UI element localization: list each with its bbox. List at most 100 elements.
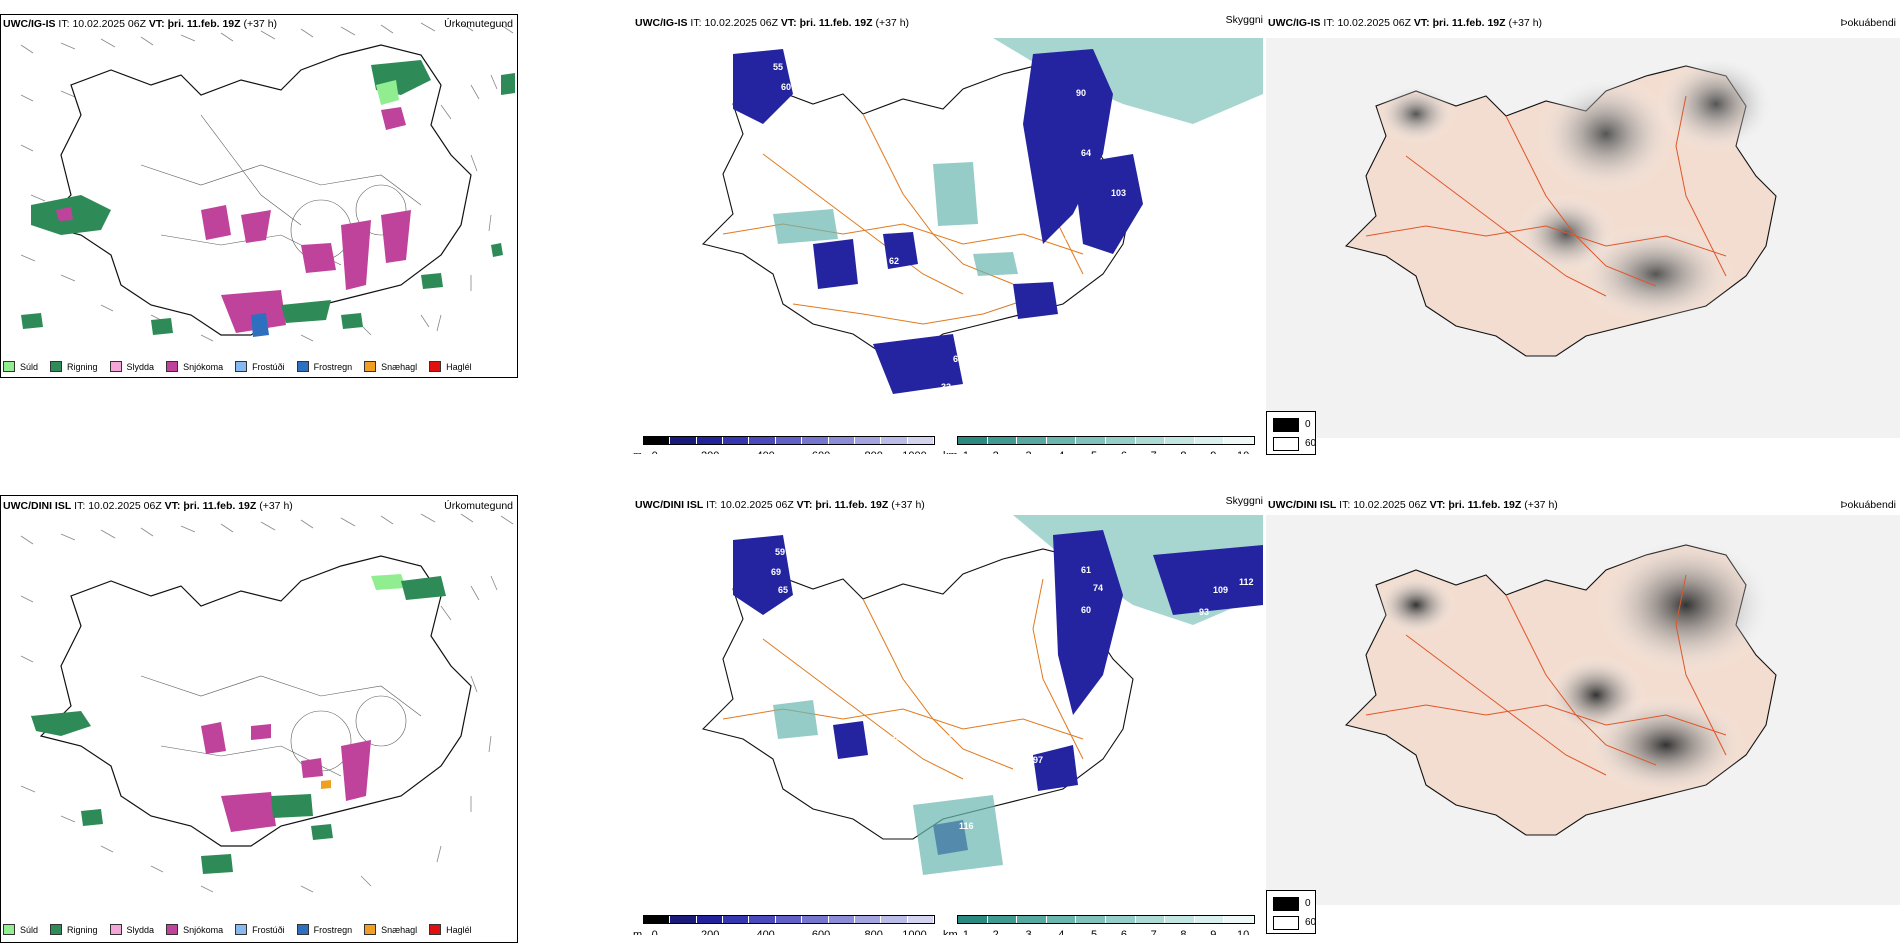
ceiling-value: 71 [918,250,929,260]
precip-panel-name-bottom: Úrkomutegund [444,500,513,512]
ceiling-colorbar-bottom: m 0 200 400 600 800 1000 [633,915,935,935]
ceiling-value: 69 [771,567,782,577]
ceiling-value: 93 [747,126,758,136]
ceiling-value: 57 [793,116,804,126]
ceiling-unit: m [633,929,643,935]
fog-panel-name-bottom: Þokuábendi [1840,499,1896,511]
legend-item-snjokoma: Snjókoma [166,361,223,372]
fog-title-top: UWC/IG-IS IT: 10.02.2025 06Z VT: þri. 11… [1268,17,1543,29]
ceiling-tick: 0 [652,450,658,454]
ceiling-tick: 200 [700,929,720,935]
ceiling-tick: 600 [811,929,831,935]
ceiling-value: 53 [893,733,904,743]
visibility-tick: 7 [1151,450,1157,454]
fog-key-top-label: 0 [1305,419,1311,430]
wind-barbs [20,22,514,342]
precip-map-top [20,22,515,342]
precip-legend-bottom: Súld Rigning Slydda Snjókoma Frostúði Fr… [3,924,484,935]
visibility-tick: 5 [1091,450,1097,454]
legend-item-slydda: Slydda [109,361,154,372]
legend-item-rigning: Rigning [50,361,98,372]
ceiling-value: 109 [1213,585,1229,595]
legend-item-haglel: Haglél [429,361,472,372]
precip-title-top: UWC/IG-IS IT: 10.02.2025 06Z VT: þri. 11… [3,18,278,30]
fog-panel-name-top: Þokuábendi [1840,17,1896,29]
fog-key-top: 0 60 [1266,411,1316,455]
ceiling-map-bottom [701,515,1263,875]
precip-panel-top: UWC/IG-IS IT: 10.02.2025 06Z VT: þri. 11… [0,14,518,378]
visibility-tick: 2 [992,929,999,935]
visibility-tick: 4 [1058,450,1064,454]
visibility-colorbar-bottom: km 1 2 3 4 5 6 7 8 9 10 [943,915,1255,935]
legend-item-slydda: Slydda [109,924,154,935]
ceiling-panel-bottom: UWC/DINI ISL IT: 10.02.2025 06Z VT: þri.… [633,495,1263,935]
legend-item-sudl: Súld [3,361,38,372]
visibility-colorbar-top: km 1 2 3 4 5 6 7 8 9 10 [943,436,1255,454]
ceiling-value: 63 [1065,306,1076,316]
ceiling-value: 103 [1111,188,1127,198]
precip-panel-bottom: UWC/DINI ISL IT: 10.02.2025 06Z VT: þri.… [0,495,518,943]
legend-item-snaehagl: Snæhagl [364,361,417,372]
legend-item-haglel: Haglél [429,924,472,935]
ceiling-tick: 0 [651,929,658,935]
fog-title-bottom: UWC/DINI ISL IT: 10.02.2025 06Z VT: þri.… [1268,499,1558,511]
ceiling-value: 97 [1033,755,1044,765]
ceiling-colorbar-top: m 0 200 400 600 800 1000 [633,436,935,454]
visibility-tick: 6 [1120,929,1127,935]
low-ceiling-areas [733,49,1143,394]
ceiling-value: 59 [775,547,786,557]
visibility-unit: km [943,929,958,935]
ceiling-value: 64 [1081,148,1092,158]
ceiling-tick: 1000 [902,450,926,454]
ceiling-value: 87 [949,729,960,739]
ceiling-value: 93 [1199,607,1210,617]
ceiling-tick: 800 [864,929,883,935]
legend-item-snaehagl: Snæhagl [364,924,417,935]
ceiling-tick: 600 [812,450,830,454]
visibility-tick: 9 [1210,450,1216,454]
precip-panel-name-top: Úrkomutegund [444,18,513,30]
ceiling-title-top: UWC/IG-IS IT: 10.02.2025 06Z VT: þri. 11… [635,17,910,29]
ceiling-panel-top: UWC/IG-IS IT: 10.02.2025 06Z VT: þri. 11… [633,14,1263,454]
ceiling-tick: 400 [756,450,774,454]
fog-key-bottom-label: 60 [1305,438,1317,449]
ceiling-map-top [701,38,1263,394]
precip-areas [21,60,515,337]
legend-item-frostregn: Frostregn [296,361,352,372]
ceiling-title-bottom: UWC/DINI ISL IT: 10.02.2025 06Z VT: þri.… [635,499,925,511]
visibility-tick: 1 [963,450,969,454]
visibility-tick: 3 [1025,450,1031,454]
ceiling-tick: 1000 [902,929,927,935]
visibility-tick: 7 [1150,929,1157,935]
visibility-tick: 1 [962,929,969,935]
ceiling-panel-name-top: Skyggni [1225,14,1263,26]
legend-item-sudl: Súld [3,924,38,935]
visibility-tick: 8 [1180,929,1187,935]
visibility-tick: 8 [1180,450,1186,454]
visibility-unit: km [943,450,958,454]
fog-panel-bottom: UWC/DINI ISL IT: 10.02.2025 06Z VT: þri.… [1266,495,1900,905]
legend-item-frostregn: Frostregn [296,924,352,935]
ceiling-value: 33 [941,382,952,392]
ceiling-value: 90 [1076,88,1087,98]
visibility-tick: 2 [993,450,999,454]
ceiling-tick: 200 [701,450,719,454]
visibility-tick: 10 [1237,450,1249,454]
legend-item-snjokoma: Snjókoma [166,924,223,935]
fog-key-bottom: 0 60 [1266,890,1316,934]
fog-key-top-label: 0 [1305,898,1311,909]
ceiling-value: 61 [1081,565,1092,575]
legend-item-frostudi: Frostúði [235,924,285,935]
ceiling-value: 60 [781,82,792,92]
ceiling-value: 112 [1239,577,1254,587]
legend-item-rigning: Rigning [50,924,98,935]
fog-map-top [1266,38,1900,438]
precip-title-bottom: UWC/DINI ISL IT: 10.02.2025 06Z VT: þri.… [3,500,293,512]
fog-key-bottom-label: 60 [1305,917,1317,928]
ceiling-value: 79 [743,611,754,621]
ceiling-value: 74 [1093,583,1104,593]
ceiling-panel-name-bottom: Skyggni [1225,495,1263,507]
legend-item-frostudi: Frostúði [235,361,285,372]
ceiling-value: 55 [773,62,784,72]
visibility-tick: 10 [1236,929,1250,935]
